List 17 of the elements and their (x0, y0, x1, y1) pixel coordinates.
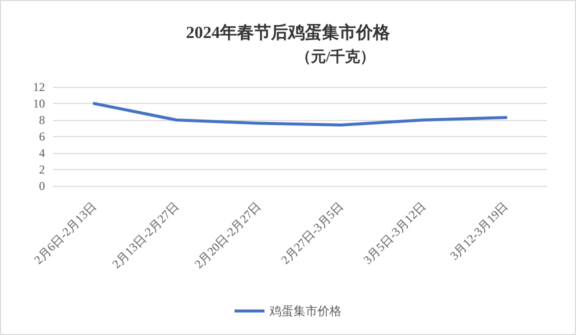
y-tick-label: 2 (39, 162, 45, 176)
x-tick-label: 2月13日-2月27日 (109, 199, 182, 272)
y-tick-label: 0 (39, 179, 45, 193)
y-tick-label: 8 (39, 113, 45, 127)
line-series (92, 102, 508, 126)
y-tick-label: 10 (33, 96, 45, 110)
x-tick-label: 2月6日-2月13日 (31, 199, 100, 267)
legend-label: 鸡蛋集市价格 (268, 304, 342, 318)
y-tick-label: 4 (39, 146, 45, 160)
x-tick-label: 2月27日-3月5日 (278, 199, 346, 267)
y-tick-label: 12 (33, 80, 45, 94)
x-tick-label: 3月5日-3月12日 (360, 199, 428, 267)
chart-subtitle: （元/千克） (296, 48, 376, 66)
x-tick-label: 3月12-3月19日 (447, 199, 511, 263)
x-tick-label: 2月20日-2月27日 (192, 199, 264, 272)
y-tick-label: 6 (39, 130, 45, 144)
chart-title: 2024年春节后鸡蛋集市价格 (186, 23, 391, 42)
